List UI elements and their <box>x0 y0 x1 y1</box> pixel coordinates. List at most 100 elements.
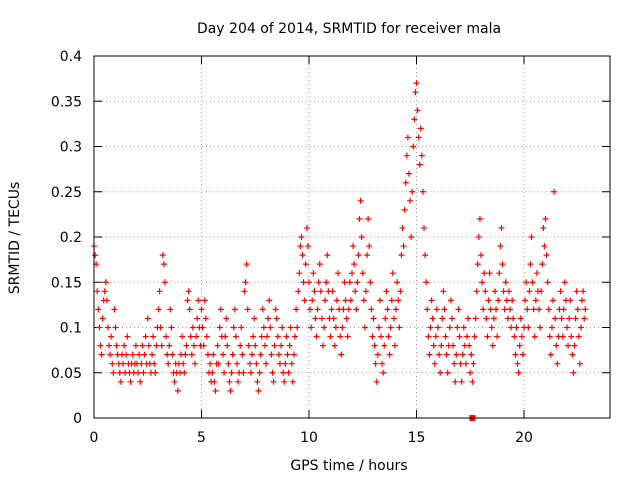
data-point <box>524 306 531 313</box>
data-point <box>376 297 383 304</box>
data-point <box>470 360 477 367</box>
data-point <box>366 243 373 250</box>
data-point <box>469 378 476 385</box>
data-point <box>249 351 256 358</box>
data-point <box>550 297 557 304</box>
data-point <box>192 360 199 367</box>
data-point <box>543 252 550 259</box>
data-point <box>273 315 280 322</box>
data-point <box>251 315 258 322</box>
data-point <box>150 333 157 340</box>
data-point <box>462 360 469 367</box>
data-point <box>339 324 346 331</box>
data-point <box>526 288 533 295</box>
y-tick-label: 0.05 <box>51 366 82 382</box>
data-point <box>570 369 577 376</box>
data-point <box>163 333 170 340</box>
data-point <box>352 288 359 295</box>
data-point <box>395 297 402 304</box>
data-point <box>347 297 354 304</box>
data-point <box>568 333 575 340</box>
data-point <box>296 270 303 277</box>
data-point <box>112 324 119 331</box>
data-point <box>380 369 387 376</box>
data-point <box>270 378 277 385</box>
data-points <box>91 80 589 421</box>
data-point <box>414 107 421 114</box>
data-point <box>440 288 447 295</box>
data-point <box>116 369 123 376</box>
data-point <box>245 342 252 349</box>
data-point <box>510 315 517 322</box>
data-point <box>104 324 111 331</box>
data-point <box>240 369 247 376</box>
data-point <box>421 224 428 231</box>
data-point <box>180 360 187 367</box>
data-point <box>304 243 311 250</box>
data-point <box>529 279 536 286</box>
data-point <box>120 360 127 367</box>
data-point <box>393 306 400 313</box>
data-point <box>132 342 139 349</box>
data-point <box>495 297 502 304</box>
data-point <box>489 342 496 349</box>
data-point <box>230 324 237 331</box>
data-point <box>486 270 493 277</box>
data-point <box>574 306 581 313</box>
data-point <box>159 252 166 259</box>
data-point <box>235 378 242 385</box>
data-point <box>515 369 522 376</box>
data-point <box>121 342 128 349</box>
data-point <box>512 351 519 358</box>
data-point <box>194 315 201 322</box>
data-point <box>199 324 206 331</box>
data-point <box>396 324 403 331</box>
data-point <box>268 351 275 358</box>
data-point <box>189 324 196 331</box>
data-point <box>94 288 101 295</box>
data-point <box>425 333 432 340</box>
data-point <box>410 143 417 150</box>
data-point <box>292 333 299 340</box>
data-point <box>276 360 283 367</box>
data-point <box>530 306 537 313</box>
data-point <box>223 315 230 322</box>
data-point <box>332 324 339 331</box>
data-point <box>316 261 323 268</box>
data-point <box>195 297 202 304</box>
data-point <box>523 279 530 286</box>
data-point <box>266 297 273 304</box>
data-point <box>525 324 532 331</box>
data-point <box>533 270 540 277</box>
data-point <box>328 306 335 313</box>
data-point <box>111 306 118 313</box>
data-point <box>229 351 236 358</box>
data-point <box>482 288 489 295</box>
data-point <box>356 215 363 222</box>
data-point <box>409 188 416 195</box>
data-point <box>553 342 560 349</box>
data-point <box>265 315 272 322</box>
data-point <box>475 234 482 240</box>
data-point <box>407 197 414 204</box>
data-point <box>300 279 307 286</box>
data-point <box>181 369 188 376</box>
data-point <box>373 378 380 385</box>
data-point <box>290 351 297 358</box>
data-point <box>168 324 175 331</box>
data-point <box>321 324 328 331</box>
data-point <box>198 306 205 313</box>
data-point <box>99 315 106 322</box>
data-point <box>398 252 405 259</box>
data-point <box>383 288 390 295</box>
data-point <box>387 324 394 331</box>
x-tick-label: 5 <box>197 430 206 446</box>
data-point <box>152 369 159 376</box>
data-point <box>450 342 457 349</box>
data-point <box>490 315 497 322</box>
data-point <box>528 234 535 240</box>
data-point <box>511 333 518 340</box>
data-point <box>458 378 465 385</box>
data-point <box>484 333 491 340</box>
